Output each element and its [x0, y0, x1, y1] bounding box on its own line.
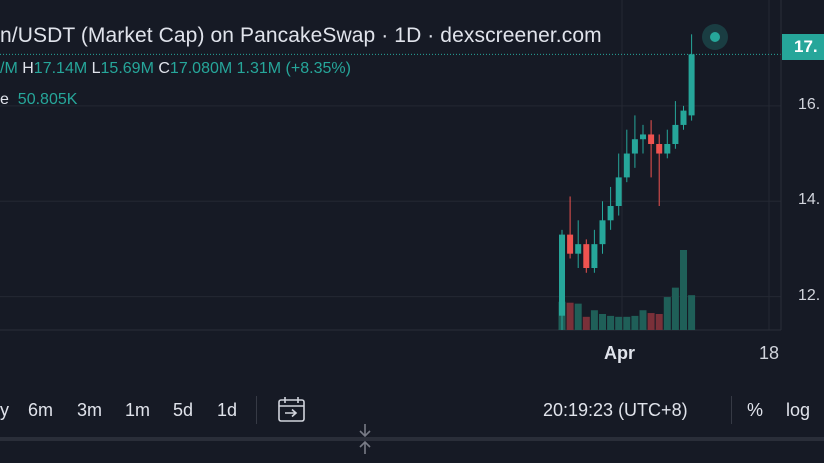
resize-handle-icon[interactable] — [356, 422, 374, 456]
open-value: /M — [0, 60, 18, 77]
volume-bar — [566, 302, 574, 330]
panel-divider[interactable] — [0, 437, 824, 441]
candlestick-chart[interactable] — [0, 0, 824, 390]
y-tick-label: 14. — [798, 191, 821, 209]
range-1d-button[interactable]: 1d — [217, 400, 238, 420]
candle-body — [575, 244, 582, 254]
low-label: L — [91, 60, 101, 77]
candle-body — [591, 244, 598, 268]
toolbar-separator — [731, 396, 732, 424]
candle-body — [664, 144, 671, 154]
volume-bar — [655, 314, 663, 330]
last-price-tag: 17. — [782, 34, 824, 60]
close-value: 17.080M — [169, 60, 233, 77]
bottom-panel-tabs — [0, 446, 824, 463]
timezone-clock[interactable]: 20:19:23 (UTC+8) — [543, 400, 688, 420]
bottom-toolbar: y 6m 3m 1m 5d 1d 20:19:23 (UTC+8) % log — [0, 390, 824, 430]
volume-bar — [623, 316, 631, 330]
candle-body — [688, 54, 695, 116]
volume-bar — [680, 250, 687, 330]
x-tick-label: 18 — [759, 343, 780, 363]
candle-body — [607, 206, 614, 221]
change-value: 1.31M (+8.35%) — [236, 60, 351, 77]
candle-body — [656, 144, 663, 154]
volume-bar — [607, 315, 615, 330]
candle-body — [680, 110, 687, 125]
candle-body — [640, 134, 646, 140]
range-1m-button[interactable]: 1m — [125, 400, 151, 420]
volume-bar — [615, 316, 623, 330]
candle-body — [599, 220, 606, 245]
high-label: H — [22, 60, 34, 77]
candle-body — [615, 177, 622, 206]
candle-body — [623, 153, 630, 178]
range-3m-button[interactable]: 3m — [77, 400, 103, 420]
volume-bar — [582, 316, 590, 330]
range-y-button[interactable]: y — [0, 400, 9, 420]
candle-body — [559, 234, 565, 316]
volume-label: e — [0, 91, 9, 108]
chart-title: n/USDT (Market Cap) on PancakeSwap · 1D … — [0, 24, 602, 47]
live-status-icon — [702, 24, 728, 50]
volume-bar — [631, 315, 639, 330]
range-6m-button[interactable]: 6m — [28, 400, 54, 420]
candle-body — [631, 139, 638, 154]
log-scale-button[interactable]: log — [786, 400, 811, 420]
volume-bar — [599, 314, 606, 330]
y-tick-label: 12. — [798, 286, 821, 304]
low-value: 15.69M — [100, 60, 154, 77]
percent-scale-button[interactable]: % — [747, 400, 764, 420]
candle-body — [672, 124, 679, 144]
date-range-calendar-icon[interactable] — [277, 395, 307, 423]
toolbar-separator — [256, 396, 257, 424]
volume-bar — [663, 297, 671, 330]
ohlc-legend: /M H17.14M L15.69M C17.080M 1.31M (+8.35… — [0, 60, 351, 78]
range-5d-button[interactable]: 5d — [173, 400, 194, 420]
candle-body — [583, 244, 590, 268]
volume-bar — [671, 287, 679, 330]
volume-bar — [647, 313, 655, 330]
close-label: C — [158, 60, 170, 77]
x-tick-label: Apr — [604, 343, 635, 363]
candle-body — [567, 234, 574, 254]
volume-bar — [639, 310, 647, 330]
volume-value: 50.805K — [17, 91, 78, 108]
volume-legend: e 50.805K — [0, 91, 77, 109]
y-tick-label: 16. — [798, 95, 821, 113]
volume-bar — [688, 295, 696, 330]
volume-bar — [574, 303, 582, 330]
volume-bar — [590, 310, 598, 330]
high-value: 17.14M — [33, 60, 88, 77]
candle-body — [648, 134, 655, 144]
